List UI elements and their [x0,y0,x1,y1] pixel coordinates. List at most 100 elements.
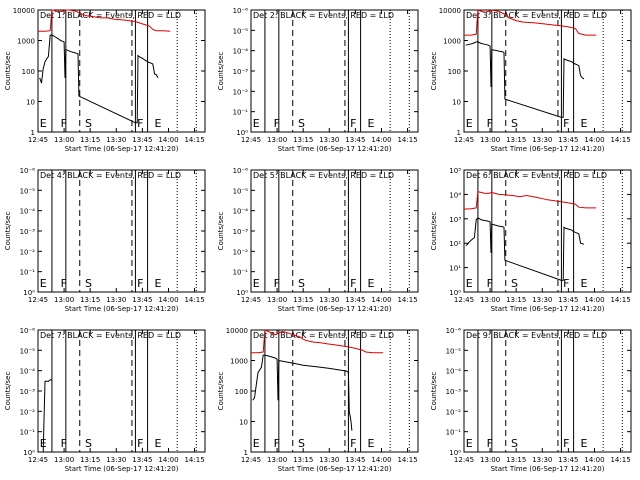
det-panel-4: Det 4: BLACK = Events, RED = LLD 10⁰ 10⁻¹ 1… [4,167,206,313]
panel-title: Det 5: BLACK = Events, RED = LLD [253,171,394,180]
panel-title: Det 4: BLACK = Events, RED = LLD [40,171,181,180]
x-tick-label: 14:00 [371,456,391,464]
x-tick-label: 14:00 [371,136,391,144]
phase-letter: E [368,117,375,130]
x-tick-label: 13:30 [319,456,339,464]
y-tick-label: 10⁻³ [20,228,36,236]
x-tick-label: 14:00 [158,136,178,144]
phase-letter: F [61,277,67,290]
panel-title: Det 1: BLACK = Events, RED = LLD [40,11,181,20]
y-axis-label: Counts/sec [4,372,12,411]
y-tick-label: 10² [449,240,461,248]
x-tick-label: 14:15 [184,456,204,464]
panel-title: Det 7: BLACK = Events, RED = LLD [40,331,181,340]
y-tick-label: 10⁻³ [446,388,462,396]
series-lld [38,9,171,32]
phase-letter: F [137,117,143,130]
y-tick-label: 10⁻² [233,248,249,256]
series-events [39,379,52,453]
x-axis-label: Start Time (06-Sep-17 12:41:20) [278,465,392,473]
phase-letter: E [581,437,588,450]
series-lld [251,329,384,354]
y-axis-label: Counts/sec [217,52,225,91]
phase-letter: E [155,117,162,130]
y-tick-label: 100 [22,68,35,76]
x-tick-label: 13:45 [132,296,152,304]
x-axis-label: Start Time (06-Sep-17 12:41:20) [65,465,179,473]
x-tick-label: 14:15 [397,456,417,464]
y-tick-label: 10³ [449,216,461,224]
x-tick-label: 14:00 [371,296,391,304]
y-tick-label: 10⁻⁶ [446,327,462,335]
x-tick-label: 12:45 [241,136,261,144]
x-tick-label: 13:30 [106,136,126,144]
phase-letter: F [563,437,569,450]
phase-letter: S [511,437,518,450]
phase-letter: S [298,117,305,130]
x-tick-label: 13:15 [80,136,100,144]
x-tick-label: 14:15 [397,136,417,144]
phase-letter: E [466,117,473,130]
x-tick-label: 12:45 [454,136,474,144]
y-tick-label: 10⁰ [23,289,35,297]
y-tick-label: 10⁻⁴ [233,208,249,216]
x-tick-label: 14:15 [184,136,204,144]
y-tick-label: 10⁰ [449,289,461,297]
x-axis-label: Start Time (06-Sep-17 12:41:20) [278,305,392,313]
y-tick-label: 1 [244,449,248,457]
y-tick-label: 10⁻⁶ [233,7,249,15]
phase-letter: S [85,277,92,290]
plot-frame [250,9,419,133]
x-tick-label: 13:15 [80,296,100,304]
phase-letter: E [253,277,260,290]
y-axis-label: Counts/sec [4,52,12,91]
y-tick-label: 10⁰ [23,449,35,457]
y-tick-label: 10⁻¹ [233,109,249,117]
y-tick-label: 10⁵ [449,167,461,175]
phase-letter: E [466,277,473,290]
y-tick-label: 10⁻² [20,408,36,416]
plot-frame [250,329,419,453]
det-panel-6: Det 6: BLACK = Events, RED = LLD 10⁰ 10¹ 10… [430,167,632,313]
phase-letter: F [274,117,280,130]
x-tick-label: 13:45 [345,136,365,144]
phase-letter: F [137,277,143,290]
phase-letter: F [563,277,569,290]
y-tick-label: 10000 [439,7,461,15]
x-tick-label: 13:00 [480,136,500,144]
phase-letter: E [368,277,375,290]
x-tick-label: 13:15 [506,296,526,304]
x-tick-label: 13:15 [293,456,313,464]
x-tick-label: 13:00 [480,456,500,464]
x-tick-label: 13:15 [506,456,526,464]
y-tick-label: 10⁻³ [233,228,249,236]
y-axis-label: Counts/sec [217,212,225,251]
phase-letter: E [155,277,162,290]
series-events [252,354,353,431]
y-tick-label: 10⁻¹ [20,429,36,437]
y-axis-label: Counts/sec [430,52,438,91]
y-axis-label: Counts/sec [430,212,438,251]
x-tick-label: 13:45 [132,136,152,144]
phase-letter: E [581,117,588,130]
x-tick-label: 13:00 [54,456,74,464]
phase-letter: S [298,437,305,450]
y-axis-label: Counts/sec [217,372,225,411]
plot-frame [463,169,632,293]
y-tick-label: 10⁰ [449,449,461,457]
x-tick-label: 12:45 [28,136,48,144]
y-tick-label: 1 [31,129,35,137]
x-tick-label: 13:45 [345,296,365,304]
y-tick-label: 1000 [230,358,248,366]
x-axis-label: Start Time (06-Sep-17 12:41:20) [491,145,605,153]
x-tick-label: 13:30 [106,456,126,464]
series-lld [464,9,597,36]
phase-letter: F [350,277,356,290]
series-events [465,41,585,118]
y-tick-label: 10⁻⁴ [20,208,36,216]
x-tick-label: 13:00 [267,136,287,144]
y-tick-label: 100 [235,388,248,396]
phase-letter: E [40,277,47,290]
x-tick-label: 13:45 [558,296,578,304]
